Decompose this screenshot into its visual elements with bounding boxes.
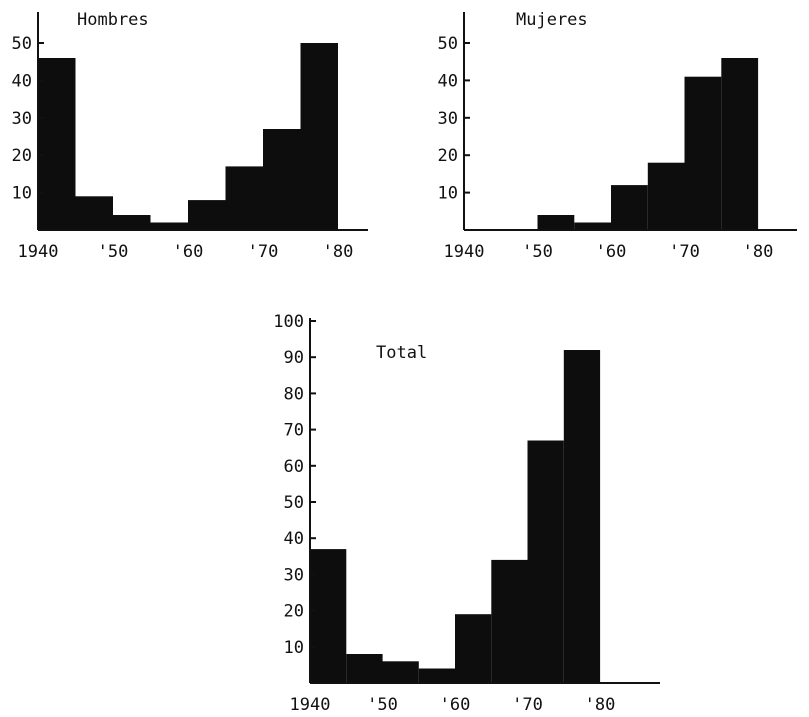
- total-x-tick-label: 1940: [290, 695, 331, 715]
- total-y-tick-label: 80: [284, 384, 304, 404]
- total-y-tick-label: 50: [284, 493, 304, 513]
- total-y-tick-label: 20: [284, 602, 304, 622]
- total-x-tick-label: '50: [367, 695, 398, 715]
- mujeres-title: Mujeres: [516, 10, 588, 30]
- hombres-y-tick-label: 50: [12, 34, 32, 54]
- total-bar-1970: [527, 440, 564, 683]
- hombres-x-tick-label: '50: [98, 242, 129, 262]
- total-bar-1940: [310, 549, 347, 683]
- hombres-bar-1970: [263, 129, 301, 230]
- hombres-x-tick-label: '80: [323, 242, 354, 262]
- total-y-tick-label: 70: [284, 421, 304, 441]
- hombres-bar-1975: [300, 43, 338, 230]
- mujeres-x-tick-label: '50: [522, 242, 553, 262]
- total-bar-1965: [491, 559, 528, 683]
- total-x-tick-label: '80: [585, 695, 616, 715]
- total-bar-1960: [455, 614, 492, 683]
- hombres-histogram: Hombres 10 20 30 40 50 1940 '50 '60 '70 '80: [12, 10, 368, 262]
- hombres-y-tick-label: 20: [12, 146, 32, 166]
- mujeres-bar-1960: [611, 185, 648, 230]
- hombres-x-tick-label: 1940: [18, 242, 59, 262]
- mujeres-y-tick-label: 10: [438, 184, 458, 204]
- hombres-bar-1965: [225, 166, 263, 230]
- mujeres-x-tick-label: 1940: [444, 242, 485, 262]
- mujeres-x-tick-label: '80: [743, 242, 774, 262]
- total-x-tick-label: '60: [440, 695, 471, 715]
- total-x-tick-label: '70: [512, 695, 543, 715]
- total-bar-1945: [346, 654, 383, 683]
- hombres-bar-1940: [38, 58, 76, 230]
- hombres-bar-1960: [188, 200, 226, 230]
- mujeres-bar-1975: [721, 58, 759, 230]
- total-bar-1950: [382, 661, 419, 683]
- mujeres-y-tick-label: 20: [438, 146, 458, 166]
- mujeres-bar-1955: [574, 222, 612, 230]
- hombres-bar-1950: [113, 215, 151, 230]
- total-bar-1955: [418, 668, 456, 683]
- mujeres-x-tick-label: '60: [596, 242, 627, 262]
- total-y-tick-label: 40: [284, 529, 304, 549]
- hombres-x-tick-label: '70: [248, 242, 279, 262]
- total-y-tick-label: 90: [284, 348, 304, 368]
- hombres-y-tick-label: 40: [12, 71, 32, 91]
- total-y-tick-label: 10: [284, 638, 304, 658]
- mujeres-y-tick-label: 50: [438, 34, 458, 54]
- total-title: Total: [376, 343, 427, 363]
- total-bar-1975: [563, 350, 601, 683]
- mujeres-histogram: Mujeres 10 20 30 40 50 1940 '50 '60 '70 '80: [438, 10, 797, 262]
- total-y-tick-label: 100: [273, 312, 304, 332]
- mujeres-y-tick-label: 30: [438, 109, 458, 129]
- total-y-tick-label: 30: [284, 565, 304, 585]
- hombres-x-tick-label: '60: [173, 242, 204, 262]
- mujeres-y-tick-label: 40: [438, 71, 458, 91]
- total-y-tick-label: 60: [284, 457, 304, 477]
- mujeres-bar-1950: [537, 215, 575, 230]
- mujeres-bar-1965: [647, 162, 685, 230]
- mujeres-x-tick-label: '70: [669, 242, 700, 262]
- hombres-bar-1945: [75, 196, 113, 230]
- total-histogram: Total 10 20 30 40 50 60 70 80 90 100 1940 '50 '60 '70 '…: [273, 312, 660, 715]
- hombres-y-tick-label: 10: [12, 184, 32, 204]
- hombres-bar-1955: [150, 222, 188, 230]
- hombres-y-tick-label: 30: [12, 109, 32, 129]
- hombres-title: Hombres: [77, 10, 149, 30]
- mujeres-bar-1970: [684, 76, 722, 230]
